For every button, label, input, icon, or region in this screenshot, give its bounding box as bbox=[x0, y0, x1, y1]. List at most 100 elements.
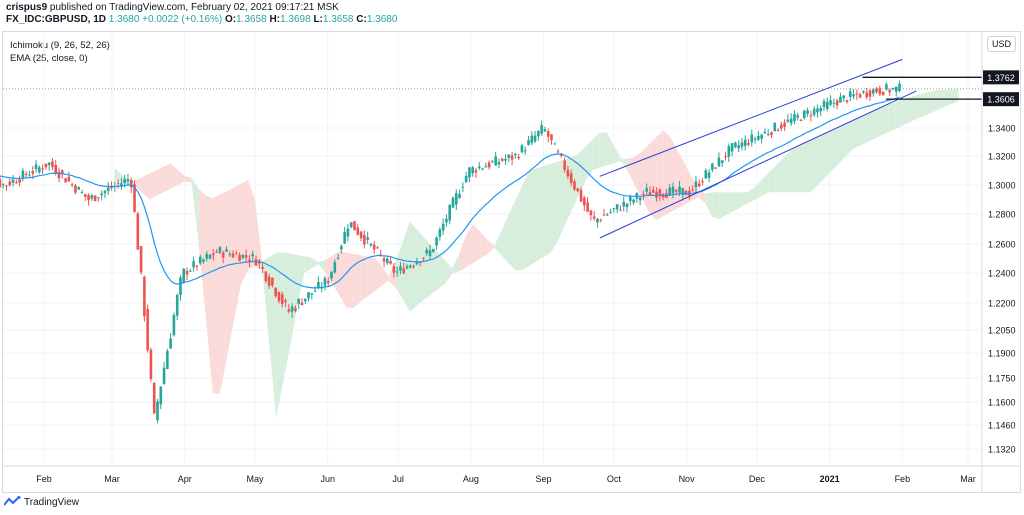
candle-body bbox=[192, 261, 195, 268]
candle-body bbox=[796, 115, 800, 118]
candle-body bbox=[451, 197, 455, 208]
candle-body bbox=[625, 203, 629, 208]
ichimoku-cloud-segment bbox=[817, 133, 825, 185]
ichimoku-cloud-segment bbox=[205, 195, 213, 394]
candle-body bbox=[497, 162, 501, 165]
candle-body bbox=[271, 277, 274, 286]
candle-body bbox=[776, 129, 780, 131]
candle-body bbox=[789, 118, 793, 124]
ichimoku-cloud-segment bbox=[437, 252, 446, 290]
author-name[interactable]: crispus9 bbox=[6, 2, 48, 13]
footer-brand-label[interactable]: TradingView bbox=[24, 496, 80, 508]
candle-body bbox=[28, 175, 31, 177]
low-value: 1.3658 bbox=[322, 14, 354, 25]
candle-body bbox=[64, 178, 67, 183]
candle-body bbox=[704, 170, 708, 179]
x-tick-label: Nov bbox=[679, 474, 696, 484]
ichimoku-cloud-segment bbox=[135, 176, 143, 194]
indicator-legend: Ichimoku (9, 26, 52, 26) EMA (25, close,… bbox=[10, 39, 110, 65]
y-tick-label: 1.2200 bbox=[988, 299, 1016, 309]
channel-lower-line[interactable] bbox=[599, 90, 917, 239]
symbol-label[interactable]: FX_IDC:GBPUSD, 1D bbox=[6, 14, 107, 25]
ichimoku-cloud-segment bbox=[452, 254, 460, 274]
candle-body bbox=[671, 186, 675, 194]
indicator-ema[interactable]: EMA (25, close, 0) bbox=[10, 53, 88, 64]
candle-body bbox=[865, 92, 868, 98]
candle-body bbox=[474, 170, 478, 173]
ichimoku-cloud-segment bbox=[944, 89, 952, 107]
candle-body bbox=[215, 251, 218, 253]
candle-body bbox=[149, 349, 153, 380]
x-tick-label: Feb bbox=[895, 474, 911, 484]
candle-body bbox=[628, 196, 632, 201]
candle-body bbox=[481, 168, 484, 170]
candle-body bbox=[294, 308, 297, 311]
candle-body bbox=[195, 265, 199, 267]
candle-body bbox=[569, 173, 573, 183]
price-change: +0.0022 (+0.16%) bbox=[142, 14, 223, 25]
candle-body bbox=[208, 254, 212, 259]
ichimoku-cloud-segment bbox=[360, 255, 368, 302]
candle-body bbox=[110, 186, 113, 189]
x-tick-label: Mar bbox=[960, 474, 976, 484]
candle-body bbox=[711, 163, 714, 170]
candle-body bbox=[871, 89, 875, 94]
indicator-ichimoku[interactable]: Ichimoku (9, 26, 52, 26) bbox=[10, 40, 110, 51]
candle-body bbox=[527, 139, 530, 145]
candle-body bbox=[106, 187, 110, 192]
ichimoku-cloud-segment bbox=[839, 123, 847, 164]
ichimoku-cloud-segment bbox=[824, 129, 832, 178]
candle-body bbox=[31, 171, 35, 174]
price-label-box bbox=[983, 70, 1019, 85]
candle-body bbox=[668, 187, 671, 195]
x-tick-label: 2021 bbox=[820, 474, 840, 484]
ichimoku-cloud-segment bbox=[248, 180, 256, 271]
candle-body bbox=[602, 214, 606, 216]
candle-body bbox=[185, 270, 189, 275]
candle-body bbox=[868, 90, 872, 97]
ichimoku-cloud-segment bbox=[585, 139, 593, 181]
ichimoku-cloud-segment bbox=[888, 102, 896, 133]
candle-body bbox=[757, 136, 760, 140]
ichimoku-cloud-segment bbox=[353, 253, 361, 308]
candle-body bbox=[97, 197, 100, 199]
candle-body bbox=[809, 115, 813, 117]
candle-body bbox=[596, 218, 599, 223]
candle-body bbox=[615, 204, 619, 210]
candle-body bbox=[372, 244, 376, 250]
candle-body bbox=[90, 195, 94, 199]
x-tick-label: Dec bbox=[749, 474, 766, 484]
ichimoku-cloud-segment bbox=[895, 99, 903, 129]
candle-body bbox=[343, 231, 346, 244]
ichimoku-cloud-segment bbox=[508, 200, 516, 271]
x-tick-label: Mar bbox=[104, 474, 120, 484]
candle-body bbox=[34, 164, 38, 169]
currency-button[interactable]: USD bbox=[986, 36, 1016, 52]
ichimoku-cloud-segment bbox=[550, 161, 558, 253]
candle-body bbox=[586, 202, 589, 212]
candle-body bbox=[198, 256, 202, 264]
ichimoku-cloud-segment bbox=[705, 192, 713, 217]
ichimoku-cloud-segment bbox=[606, 132, 614, 166]
y-tick-label: 1.1460 bbox=[988, 421, 1016, 431]
ichimoku-cloud-segment bbox=[726, 192, 734, 215]
candle-body bbox=[638, 197, 642, 201]
candle-body bbox=[290, 306, 294, 312]
channel-upper-line[interactable] bbox=[599, 58, 903, 177]
candle-body bbox=[783, 122, 786, 127]
candle-body bbox=[202, 259, 205, 262]
candle-body bbox=[54, 164, 58, 174]
ichimoku-cloud-segment bbox=[719, 192, 727, 219]
ichimoku-cloud-segment bbox=[656, 130, 664, 221]
candle-body bbox=[143, 276, 146, 317]
candle-body bbox=[297, 299, 300, 304]
close-value: 1.3680 bbox=[366, 14, 398, 25]
candle-body bbox=[477, 166, 481, 169]
publish-text: published on TradingView.com, February 0… bbox=[49, 2, 339, 13]
candle-body bbox=[881, 91, 885, 96]
candle-body bbox=[287, 309, 291, 312]
ichimoku-cloud-segment bbox=[416, 229, 424, 306]
candle-body bbox=[369, 243, 373, 246]
candle-body bbox=[885, 84, 888, 90]
